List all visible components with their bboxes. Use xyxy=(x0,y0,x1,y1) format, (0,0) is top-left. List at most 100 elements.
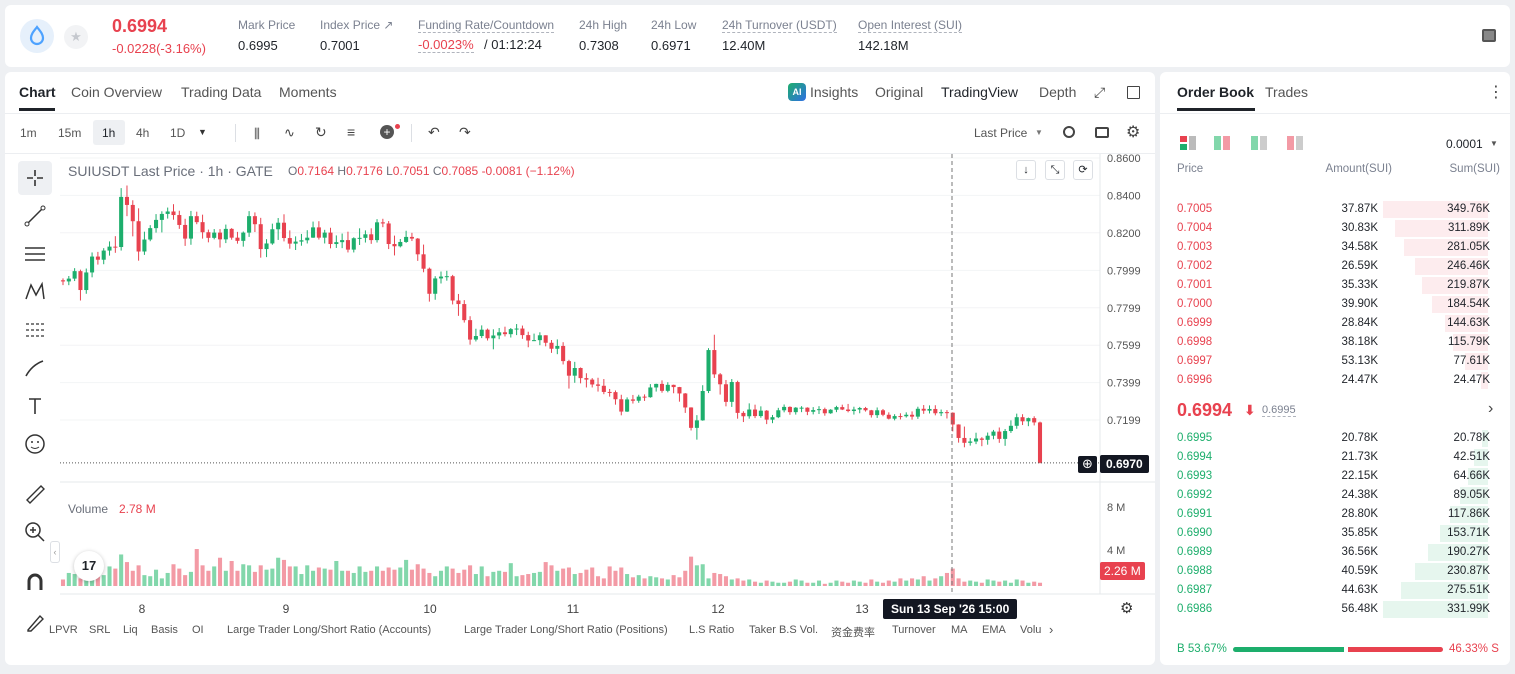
crosshair-plus-icon[interactable]: ⊕ xyxy=(1078,456,1097,473)
trend-line-tool-icon[interactable] xyxy=(18,199,52,233)
tab-coin-overview[interactable]: Coin Overview xyxy=(71,84,163,100)
bid-row[interactable]: 0.6990 35.85K 153.71K xyxy=(1160,524,1500,543)
text-tool-icon[interactable] xyxy=(18,389,52,423)
price-type-dropdown-icon[interactable]: ▼ xyxy=(1035,128,1043,137)
emoji-tool-icon[interactable] xyxy=(18,427,52,461)
view-insights[interactable]: Insights xyxy=(810,84,859,100)
search-icon[interactable] xyxy=(1063,126,1075,138)
window-icon[interactable] xyxy=(1127,86,1140,99)
bid-row[interactable]: 0.6989 36.56K 190.27K xyxy=(1160,543,1500,562)
crosshair-tool-icon[interactable] xyxy=(18,161,52,195)
time-settings-icon[interactable]: ⚙ xyxy=(1120,600,1134,617)
ask-row[interactable]: 0.7000 39.90K 184.54K xyxy=(1160,295,1500,314)
camera-icon[interactable] xyxy=(1095,127,1109,138)
chevron-right-icon[interactable]: › xyxy=(1488,400,1494,417)
price-chart[interactable]: 0.8600 0.8400 0.8200 0.7999 0.7799 0.7599 0.73… xyxy=(5,154,1155,674)
precision-dropdown-icon[interactable]: ▼ xyxy=(1490,139,1498,148)
indicator-item[interactable]: L.S Ratio xyxy=(689,624,735,636)
layout-asks-icon[interactable] xyxy=(1287,136,1303,150)
favorite-star-icon[interactable]: ★ xyxy=(64,25,88,49)
book-icon[interactable] xyxy=(1482,29,1496,42)
indicator-item[interactable]: Large Trader Long/Short Ratio (Accounts) xyxy=(227,624,432,636)
indicator-item[interactable]: EMA xyxy=(982,624,1006,636)
bid-row[interactable]: 0.6994 21.73K 42.51K xyxy=(1160,448,1500,467)
ask-row[interactable]: 0.7004 30.83K 311.89K xyxy=(1160,219,1500,238)
bid-row[interactable]: 0.6988 40.59K 230.87K xyxy=(1160,562,1500,581)
ask-row[interactable]: 0.7005 37.87K 349.76K xyxy=(1160,200,1500,219)
layout-asks-bids-icon[interactable] xyxy=(1214,136,1230,150)
ask-row[interactable]: 0.7003 34.58K 281.05K xyxy=(1160,238,1500,257)
tab-trading-data[interactable]: Trading Data xyxy=(181,84,262,100)
interval-4h[interactable]: 4h xyxy=(136,126,150,140)
indicator-item[interactable]: 资金费率 xyxy=(831,627,875,639)
interval-dropdown-icon[interactable]: ▼ xyxy=(198,127,207,137)
undo-icon[interactable]: ↶ xyxy=(428,124,440,140)
brush-tool-icon[interactable] xyxy=(18,351,52,385)
bid-row[interactable]: 0.6987 44.63K 275.51K xyxy=(1160,581,1500,600)
view-depth[interactable]: Depth xyxy=(1039,84,1077,100)
indicator-item[interactable]: Basis xyxy=(151,624,178,636)
ruler-tool-icon[interactable] xyxy=(18,477,52,511)
indicator-item[interactable]: Liq xyxy=(123,624,138,636)
candle-type-icon[interactable]: ⫼ xyxy=(254,126,260,141)
bid-row[interactable]: 0.6993 22.15K 64.66K xyxy=(1160,467,1500,486)
ask-row[interactable]: 0.6998 38.18K 115.79K xyxy=(1160,333,1500,352)
indicator-item[interactable]: Turnover xyxy=(892,624,936,636)
stat-index-price-label[interactable]: Index Price ↗ xyxy=(320,18,394,32)
tab-moments[interactable]: Moments xyxy=(279,84,337,100)
indicators-next-icon[interactable]: › xyxy=(1049,622,1054,637)
interval-1d[interactable]: 1D xyxy=(170,126,186,140)
more-options-icon[interactable]: ⋮ xyxy=(1488,84,1504,101)
compare-icon[interactable]: ↻ xyxy=(315,124,327,140)
ask-row[interactable]: 0.6996 24.47K 24.47K xyxy=(1160,371,1500,390)
view-tradingview[interactable]: TradingView xyxy=(941,84,1019,100)
tab-order-book[interactable]: Order Book xyxy=(1177,84,1255,100)
interval-1m[interactable]: 1m xyxy=(20,126,37,140)
fib-tool-icon[interactable] xyxy=(18,237,52,271)
candle-body xyxy=(584,378,589,380)
ask-row[interactable]: 0.7002 26.59K 246.46K xyxy=(1160,257,1500,276)
template-icon[interactable]: ≡ xyxy=(347,124,356,140)
collapse-icon[interactable]: ⤡ xyxy=(1045,160,1065,180)
ask-row[interactable]: 0.6997 53.13K 77.61K xyxy=(1160,352,1500,371)
layout-both-icon[interactable] xyxy=(1180,136,1196,150)
interval-1h[interactable]: 1h xyxy=(102,126,116,140)
redo-icon[interactable]: ↷ xyxy=(459,124,471,140)
pattern-tool-icon[interactable] xyxy=(18,275,52,309)
magnet-tool-icon[interactable] xyxy=(18,565,52,599)
settings-gear-icon[interactable]: ⚙ xyxy=(1126,124,1141,141)
precision-select[interactable]: 0.0001 xyxy=(1446,137,1483,151)
tab-trades[interactable]: Trades xyxy=(1265,84,1309,100)
legend-close: 0.7085 xyxy=(441,164,479,178)
indicator-item[interactable]: MA xyxy=(951,624,968,636)
bid-row[interactable]: 0.6986 56.48K 331.99K xyxy=(1160,600,1500,619)
indicator-item[interactable]: LPVR xyxy=(49,624,78,636)
ask-row[interactable]: 0.6999 28.84K 144.63K xyxy=(1160,314,1500,333)
scroll-down-icon[interactable]: ↓ xyxy=(1016,160,1036,180)
tab-chart[interactable]: Chart xyxy=(19,84,56,100)
indicator-item[interactable]: Taker B.S Vol. xyxy=(749,624,819,636)
ask-row[interactable]: 0.7001 35.33K 219.87K xyxy=(1160,276,1500,295)
prediction-tool-icon[interactable] xyxy=(18,313,52,347)
add-alert-icon[interactable]: + xyxy=(380,125,394,139)
collapse-toolbar-icon[interactable]: ‹ xyxy=(50,541,60,563)
volume-bar xyxy=(497,570,502,586)
expand-icon[interactable]: ⤢ xyxy=(1094,84,1106,100)
zoom-tool-icon[interactable] xyxy=(18,515,52,549)
candle-body xyxy=(241,232,246,241)
volume-bar xyxy=(584,569,589,586)
indicators-icon[interactable]: ∿ xyxy=(284,125,295,140)
reset-icon[interactable]: ⟳ xyxy=(1073,160,1093,180)
bid-row[interactable]: 0.6995 20.78K 20.78K xyxy=(1160,429,1500,448)
indicator-item[interactable]: OI xyxy=(192,624,204,636)
layout-bids-icon[interactable] xyxy=(1251,136,1267,150)
interval-15m[interactable]: 15m xyxy=(58,126,82,140)
view-original[interactable]: Original xyxy=(875,84,924,100)
bid-row[interactable]: 0.6991 28.80K 117.86K xyxy=(1160,505,1500,524)
lock-drawing-icon[interactable] xyxy=(18,606,52,640)
price-type-select[interactable]: Last Price xyxy=(974,126,1028,140)
bid-row[interactable]: 0.6992 24.38K 89.05K xyxy=(1160,486,1500,505)
indicator-item[interactable]: Large Trader Long/Short Ratio (Positions… xyxy=(464,624,668,636)
indicator-item[interactable]: Volu xyxy=(1020,624,1042,636)
indicator-item[interactable]: SRL xyxy=(89,624,111,636)
